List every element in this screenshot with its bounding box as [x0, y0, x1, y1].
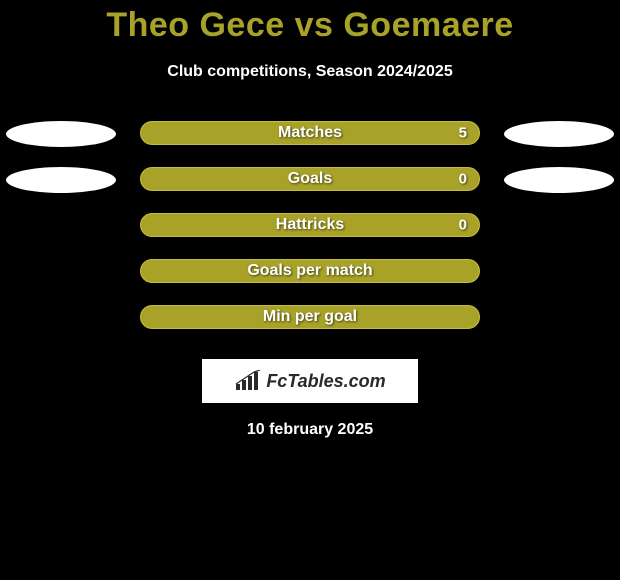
stat-bar: Min per goal: [140, 305, 480, 329]
stat-bar: Matches 5: [140, 121, 480, 145]
logo: FcTables.com: [234, 370, 385, 392]
stat-bar: Goals 0: [140, 167, 480, 191]
stat-label: Goals per match: [247, 262, 372, 280]
stat-value-right: 0: [459, 217, 467, 234]
generation-date: 10 february 2025: [0, 421, 620, 439]
player-left-marker: [6, 167, 116, 193]
stat-value-right: 5: [459, 125, 467, 142]
stat-label: Goals: [288, 170, 332, 188]
comparison-subtitle: Club competitions, Season 2024/2025: [0, 63, 620, 81]
stat-value-right: 0: [459, 171, 467, 188]
chart-bars-icon: [234, 370, 262, 392]
stats-rows: Matches 5 Goals 0 Hattricks 0 Goals per match M…: [0, 121, 620, 351]
stat-row: Goals 0: [0, 167, 620, 213]
stat-label: Matches: [278, 124, 342, 142]
stat-row: Goals per match: [0, 259, 620, 305]
stat-row: Min per goal: [0, 305, 620, 351]
comparison-title: Theo Gece vs Goemaere: [0, 0, 620, 45]
stat-bar: Goals per match: [140, 259, 480, 283]
stat-label: Min per goal: [263, 308, 357, 326]
stat-row: Hattricks 0: [0, 213, 620, 259]
player-right-marker: [504, 167, 614, 193]
stat-label: Hattricks: [276, 216, 344, 234]
logo-text: FcTables.com: [266, 371, 385, 392]
player-right-marker: [504, 121, 614, 147]
logo-box: FcTables.com: [202, 359, 418, 403]
stat-row: Matches 5: [0, 121, 620, 167]
stat-bar: Hattricks 0: [140, 213, 480, 237]
player-left-marker: [6, 121, 116, 147]
